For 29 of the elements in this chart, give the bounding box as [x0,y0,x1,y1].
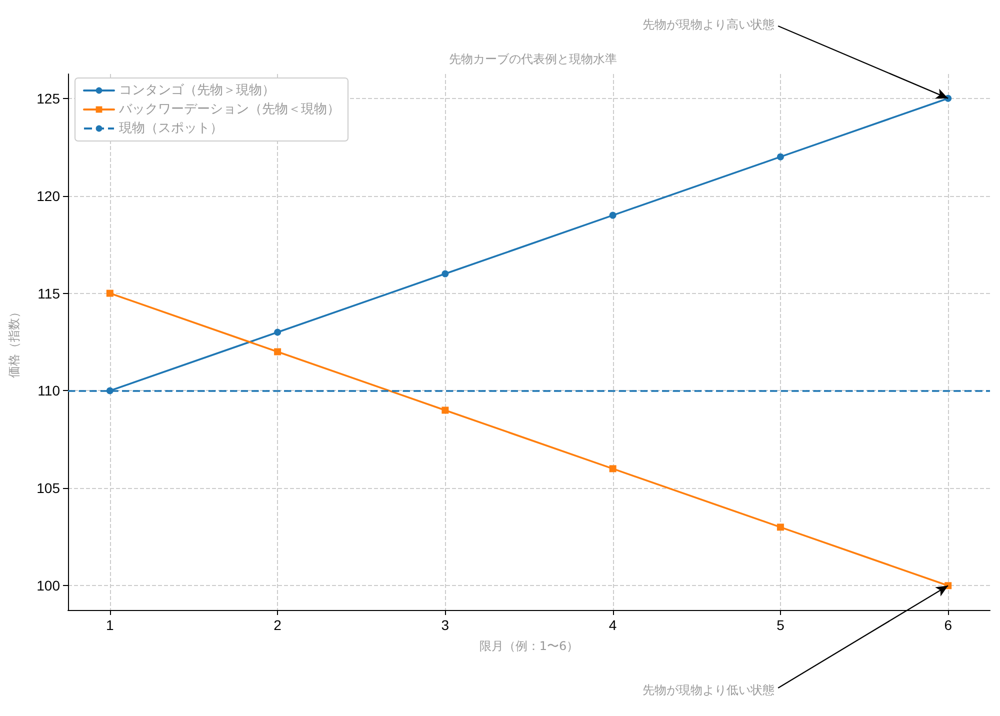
point [609,212,616,219]
legend-label: コンタンゴ（先物＞現物） [119,83,275,98]
point [274,348,282,356]
y-tick-label: 120 [36,188,60,204]
y-tick-label: 110 [38,382,60,399]
x-tick-label: 3 [441,617,450,633]
point [776,524,784,531]
point [442,270,449,278]
annotation: 先物が現物より低い状態 [642,683,775,698]
y-tick-label: 105 [36,480,60,496]
point [106,290,114,297]
point [776,153,784,160]
point [609,465,616,472]
annotation: 先物が現物より高い状態 [642,17,774,32]
y-tick-label: 125 [36,90,60,106]
y-tick-label: 100 [36,578,60,594]
legend-label: 現物（スポット） [119,121,223,136]
y-tick-label: 115 [38,285,60,302]
x-tick-label: 1 [106,617,114,633]
x-tick-label: 4 [608,617,617,633]
point [442,406,449,414]
x-tick-label: 2 [274,617,282,633]
point [274,328,282,336]
x-tick-label: 5 [776,617,785,633]
legend-label: バックワーデーション（先物＜現物） [118,102,340,117]
x-axis-title: 限月（例：1〜6） [479,639,579,653]
chart-title: 先物カーブの代表例と現物水準 [449,52,617,66]
x-tick-label: 6 [944,617,952,633]
y-axis-title: 価格（指数） [7,306,21,378]
